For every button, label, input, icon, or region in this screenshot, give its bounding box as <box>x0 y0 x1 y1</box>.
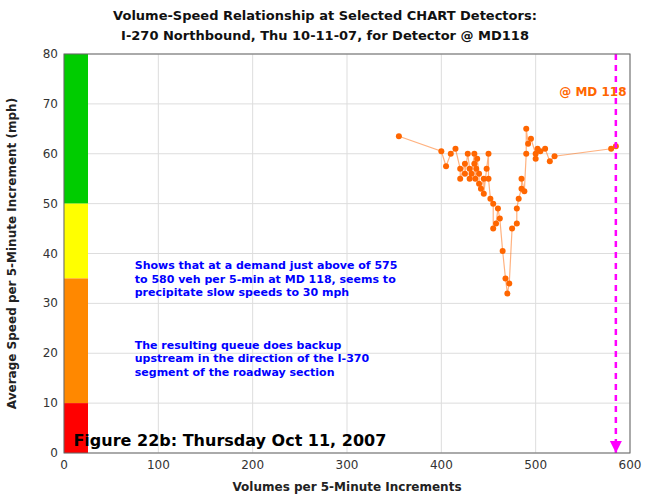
data-point <box>481 191 487 197</box>
data-point <box>484 166 490 172</box>
grid <box>64 54 630 453</box>
grid-line-x <box>347 54 348 453</box>
annotation-line: precipitate slow speeds to 30 mph <box>135 286 349 299</box>
data-point <box>486 176 492 182</box>
data-point <box>493 221 499 227</box>
annotation-line: The resulting queue does backup <box>135 339 342 352</box>
speed-band <box>64 204 88 279</box>
data-point <box>396 133 402 139</box>
data-point <box>490 201 496 207</box>
y-tick-label: 10 <box>43 396 58 410</box>
data-point <box>462 161 468 167</box>
data-point <box>465 151 471 157</box>
data-point <box>486 151 492 157</box>
y-tick-label: 30 <box>43 296 58 310</box>
data-point <box>497 216 503 222</box>
data-point <box>516 196 522 202</box>
speed-bands <box>64 54 88 453</box>
plot-frame <box>64 54 630 453</box>
chart: 0 100 200 300 400 500 600 0 10 20 30 40 50 60 70 80 Volu… <box>0 0 650 501</box>
x-tick-label: 400 <box>430 458 453 472</box>
y-tick-label: 70 <box>43 97 58 111</box>
data-point <box>502 275 508 281</box>
reference-arrow <box>610 441 622 453</box>
data-point <box>523 126 529 132</box>
annotations: @ MD 118 Shows that at a demand just abov… <box>135 85 627 379</box>
data <box>396 126 619 297</box>
data-point <box>533 156 539 162</box>
data-point <box>519 176 525 182</box>
y-axis-label: Average Speed per 5-Minute Increment (mp… <box>5 98 19 409</box>
y-tick-label: 20 <box>43 346 58 360</box>
reference-lines <box>610 54 622 453</box>
data-point <box>457 166 463 172</box>
y-tick-label: 80 <box>43 47 58 61</box>
x-tick-label: 300 <box>336 458 359 472</box>
annotation-line: @ MD 118 <box>559 85 626 99</box>
annotation-line: Shows that at a demand just above of 575 <box>135 259 398 272</box>
annotation: Shows that at a demand just above of 575… <box>135 259 398 300</box>
data-point <box>552 153 558 159</box>
data-point <box>514 221 520 227</box>
data-point <box>514 206 520 212</box>
data-point <box>452 146 458 152</box>
data-point <box>438 148 444 154</box>
figure-label: Figure 22b: Thursday Oct 11, 2007 <box>73 431 386 450</box>
x-tick-label: 500 <box>524 458 547 472</box>
data-point <box>528 136 534 142</box>
annotation: The resulting queue does backupupstream … <box>135 339 370 380</box>
axes: 0 100 200 300 400 500 600 0 10 20 30 40 50 60 70 80 <box>43 47 642 472</box>
y-tick-label: 40 <box>43 247 58 261</box>
data-point <box>469 171 475 177</box>
y-tick-label: 0 <box>50 446 58 460</box>
x-tick-label: 200 <box>241 458 264 472</box>
data-point <box>495 206 501 212</box>
data-point <box>476 171 482 177</box>
data-point <box>474 156 480 162</box>
speed-band <box>64 278 88 403</box>
plot-background <box>64 54 630 453</box>
reference-line <box>615 54 618 453</box>
data-point <box>523 151 529 157</box>
data-point <box>506 280 512 286</box>
annotation-line: to 580 veh per 5-min at MD 118, seems to <box>135 273 396 286</box>
annotation: @ MD 118 <box>559 85 626 99</box>
data-point <box>472 176 478 182</box>
speed-band <box>64 54 88 204</box>
data-point <box>443 163 449 169</box>
x-tick-label: 100 <box>147 458 170 472</box>
annotation-line: segment of the roadway section <box>135 366 335 379</box>
data-point <box>509 226 515 232</box>
data-point <box>462 171 468 177</box>
data-line <box>399 129 616 294</box>
grid-line-x <box>158 54 159 453</box>
grid-line-x <box>252 54 253 453</box>
x-tick-label: 0 <box>60 458 68 472</box>
y-tick-label: 60 <box>43 147 58 161</box>
x-axis-label: Volumes per 5-Minute Increments <box>232 480 461 494</box>
data-point <box>504 290 510 296</box>
annotation-line: upstream in the direction of the I-370 <box>135 352 370 365</box>
y-tick-label: 50 <box>43 197 58 211</box>
data-point <box>547 158 553 164</box>
grid-line-x <box>535 54 536 453</box>
data-point <box>457 176 463 182</box>
grid-line-x <box>441 54 442 453</box>
data-point <box>521 188 527 194</box>
title: Volume-Speed Relationship at Selected CH… <box>113 8 537 23</box>
data-point <box>500 248 506 254</box>
data-point <box>448 151 454 157</box>
x-tick-label: 600 <box>619 458 642 472</box>
subtitle: I-270 Northbound, Thu 10-11-07, for Dete… <box>121 28 529 43</box>
data-point <box>542 146 548 152</box>
